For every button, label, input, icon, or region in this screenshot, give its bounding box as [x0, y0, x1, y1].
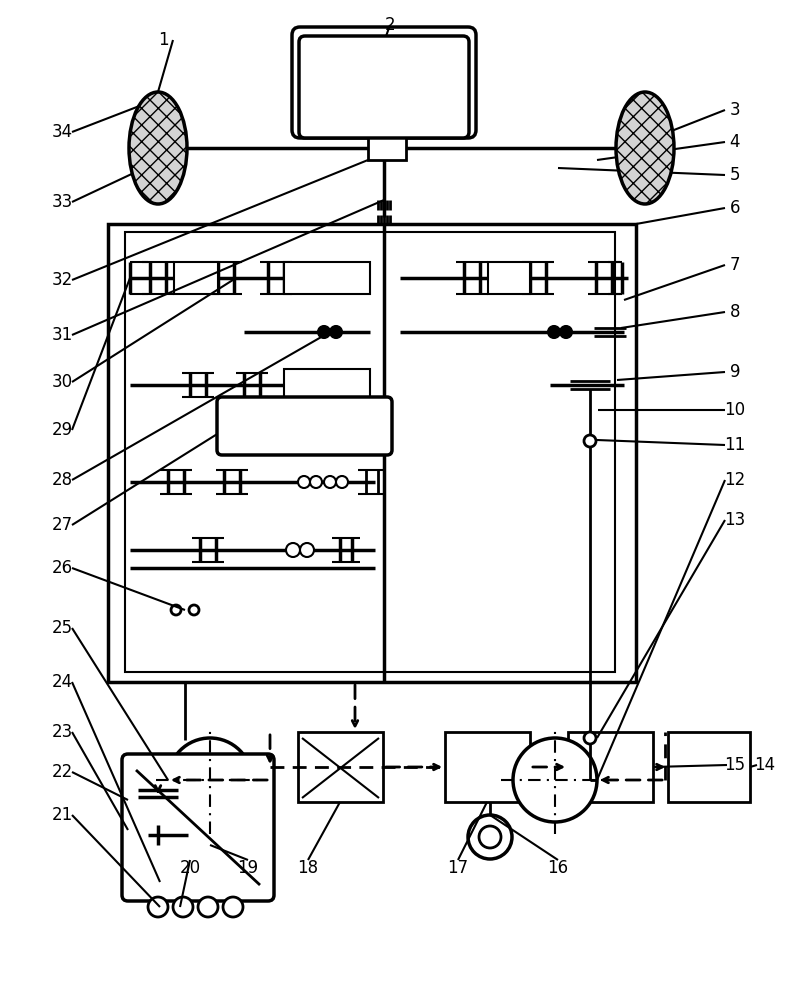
- Text: 30: 30: [52, 373, 73, 391]
- Circle shape: [330, 326, 342, 338]
- Circle shape: [318, 379, 330, 391]
- Text: 29: 29: [52, 421, 73, 439]
- Circle shape: [168, 738, 252, 822]
- Text: 3: 3: [730, 101, 740, 119]
- Text: 21: 21: [52, 806, 73, 824]
- Text: 8: 8: [730, 303, 740, 321]
- Text: 19: 19: [237, 859, 259, 877]
- Bar: [284, 262, 370, 294]
- Circle shape: [173, 897, 193, 917]
- Circle shape: [270, 409, 276, 415]
- Circle shape: [318, 326, 330, 338]
- Text: 32: 32: [52, 271, 73, 289]
- Circle shape: [336, 476, 348, 488]
- Circle shape: [513, 738, 597, 822]
- Bar: [108, 224, 636, 682]
- Bar: [445, 732, 530, 802]
- Text: 13: 13: [724, 511, 746, 529]
- Text: 4: 4: [730, 133, 740, 151]
- Circle shape: [479, 826, 501, 848]
- Circle shape: [324, 476, 336, 488]
- Text: 23: 23: [52, 723, 73, 741]
- Circle shape: [189, 605, 199, 615]
- Text: 11: 11: [724, 436, 746, 454]
- Bar: [488, 262, 530, 294]
- Circle shape: [560, 326, 572, 338]
- Circle shape: [148, 897, 168, 917]
- Text: 34: 34: [52, 123, 73, 141]
- Circle shape: [584, 435, 596, 447]
- Circle shape: [334, 409, 340, 415]
- Circle shape: [306, 379, 318, 391]
- Text: 1: 1: [158, 31, 168, 49]
- Circle shape: [300, 543, 314, 557]
- Text: 28: 28: [52, 471, 73, 489]
- FancyBboxPatch shape: [217, 397, 392, 455]
- Text: 27: 27: [52, 516, 73, 534]
- Text: 16: 16: [548, 859, 569, 877]
- Circle shape: [382, 90, 387, 95]
- FancyBboxPatch shape: [122, 754, 274, 901]
- Circle shape: [298, 476, 310, 488]
- FancyBboxPatch shape: [299, 36, 469, 138]
- Text: 9: 9: [730, 363, 740, 381]
- Bar: [125, 232, 615, 672]
- Circle shape: [270, 437, 276, 443]
- Circle shape: [359, 107, 365, 112]
- Circle shape: [584, 732, 596, 744]
- Text: 22: 22: [52, 763, 73, 781]
- Bar: [368, 134, 406, 160]
- Bar: [668, 732, 750, 802]
- Bar: [568, 732, 653, 802]
- Text: 6: 6: [730, 199, 740, 217]
- Circle shape: [286, 543, 300, 557]
- Bar: [284, 369, 370, 401]
- Ellipse shape: [129, 92, 187, 204]
- Text: 15: 15: [724, 756, 746, 774]
- Circle shape: [223, 897, 243, 917]
- Text: 14: 14: [755, 756, 776, 774]
- Text: 12: 12: [724, 471, 746, 489]
- Text: 26: 26: [52, 559, 73, 577]
- Text: 20: 20: [180, 859, 201, 877]
- Text: 25: 25: [52, 619, 73, 637]
- Text: 5: 5: [730, 166, 740, 184]
- Circle shape: [171, 605, 181, 615]
- Bar: [174, 262, 218, 294]
- FancyBboxPatch shape: [292, 27, 476, 138]
- Text: 10: 10: [724, 401, 746, 419]
- Text: 33: 33: [52, 193, 73, 211]
- Circle shape: [548, 326, 560, 338]
- Bar: [298, 732, 383, 802]
- Circle shape: [198, 897, 218, 917]
- Text: 31: 31: [52, 326, 73, 344]
- Text: 17: 17: [447, 859, 468, 877]
- Text: 2: 2: [385, 16, 396, 34]
- Text: 7: 7: [730, 256, 740, 274]
- Text: 18: 18: [298, 859, 319, 877]
- Ellipse shape: [616, 92, 674, 204]
- Circle shape: [468, 815, 512, 859]
- Circle shape: [334, 437, 340, 443]
- Text: 24: 24: [52, 673, 73, 691]
- Circle shape: [310, 476, 322, 488]
